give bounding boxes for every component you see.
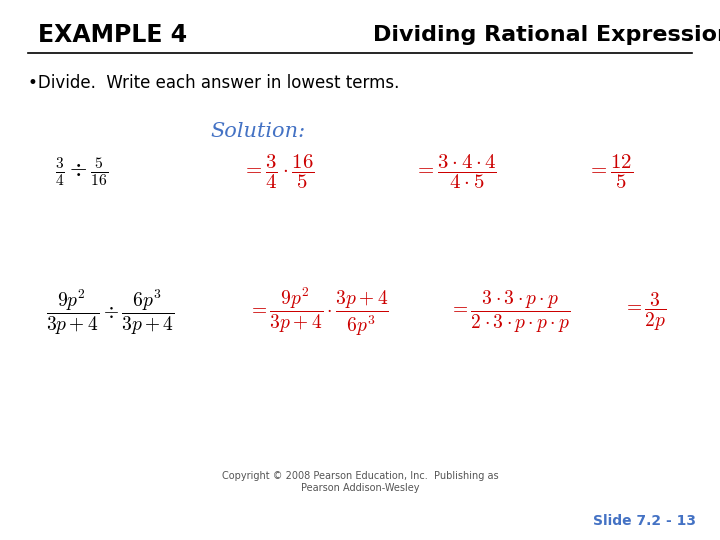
Text: $\frac{3}{4} \div \frac{5}{16}$: $\frac{3}{4} \div \frac{5}{16}$	[55, 156, 109, 188]
Text: EXAMPLE 4: EXAMPLE 4	[38, 23, 187, 47]
Text: $=\dfrac{3}{2p}$: $=\dfrac{3}{2p}$	[624, 291, 667, 333]
Text: $=\dfrac{3}{4} \cdot \dfrac{16}{5}$: $=\dfrac{3}{4} \cdot \dfrac{16}{5}$	[242, 153, 314, 191]
Text: $=\dfrac{3 \cdot 3 \cdot p \cdot p}{2 \cdot 3 \cdot p \cdot p \cdot p}$: $=\dfrac{3 \cdot 3 \cdot p \cdot p}{2 \c…	[449, 289, 571, 335]
Text: Slide 7.2 - 13: Slide 7.2 - 13	[593, 514, 696, 528]
Text: Dividing Rational Expressions: Dividing Rational Expressions	[374, 25, 720, 45]
Text: $=\dfrac{3 \cdot 4 \cdot 4}{4 \cdot 5}$: $=\dfrac{3 \cdot 4 \cdot 4}{4 \cdot 5}$	[413, 153, 497, 191]
Text: $\dfrac{9p^2}{3p+4} \div \dfrac{6p^3}{3p+4}$: $\dfrac{9p^2}{3p+4} \div \dfrac{6p^3}{3p…	[45, 287, 174, 336]
Text: •Divide.  Write each answer in lowest terms.: •Divide. Write each answer in lowest ter…	[28, 74, 400, 92]
Text: $=\dfrac{9p^2}{3p+4} \cdot \dfrac{3p+4}{6p^3}$: $=\dfrac{9p^2}{3p+4} \cdot \dfrac{3p+4}{…	[248, 286, 389, 338]
Text: $=\dfrac{12}{5}$: $=\dfrac{12}{5}$	[587, 153, 633, 191]
Text: Solution:: Solution:	[210, 122, 305, 141]
Text: Copyright © 2008 Pearson Education, Inc.  Publishing as
Pearson Addison-Wesley: Copyright © 2008 Pearson Education, Inc.…	[222, 471, 498, 493]
